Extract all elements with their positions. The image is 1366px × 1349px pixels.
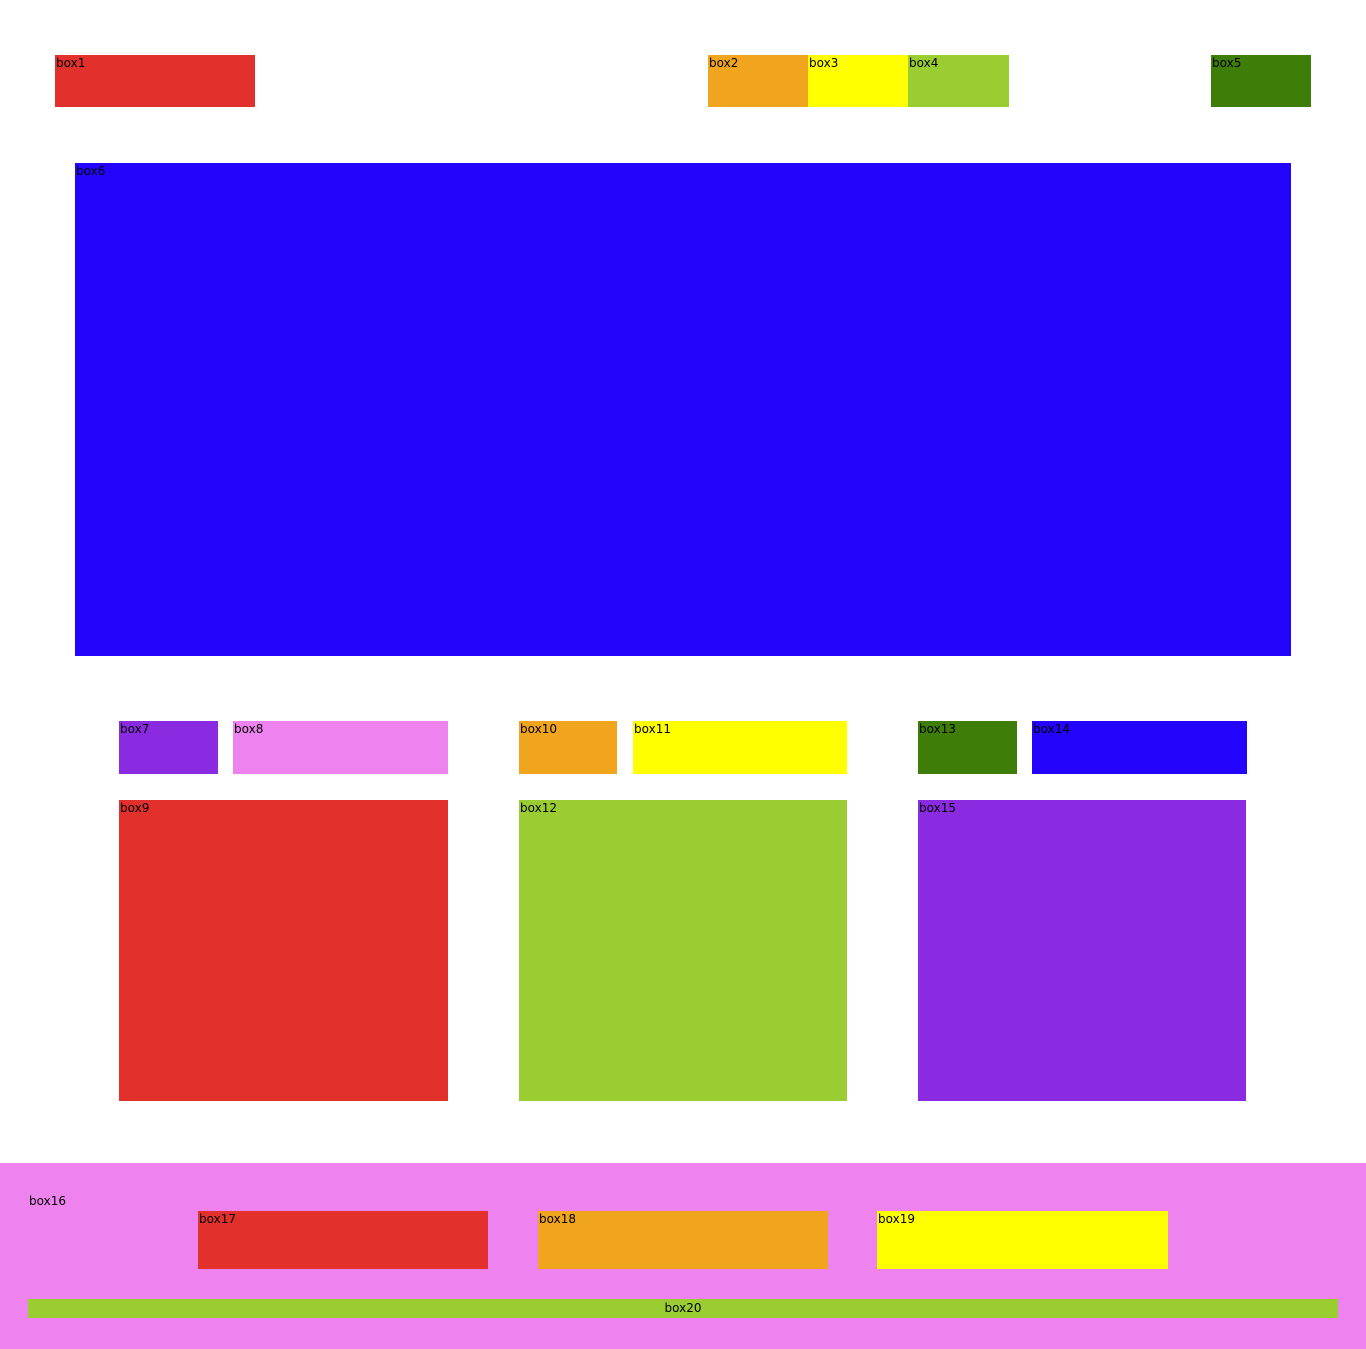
box15-label: box15: [919, 801, 956, 815]
box11-label: box11: [634, 722, 671, 736]
box16-label: box16: [29, 1194, 66, 1208]
box5: box5: [1211, 55, 1311, 107]
box9-label: box9: [120, 801, 150, 815]
box4: box4: [908, 55, 1009, 107]
box17: box17: [198, 1211, 488, 1269]
box1-label: box1: [56, 56, 86, 70]
box12-label: box12: [520, 801, 557, 815]
box19: box19: [877, 1211, 1168, 1269]
box6-label: box6: [76, 164, 106, 178]
box8: box8: [233, 721, 448, 774]
box20: box20: [28, 1299, 1338, 1318]
box2-label: box2: [709, 56, 739, 70]
box6: box6: [75, 163, 1291, 656]
box11: box11: [633, 721, 847, 774]
box4-label: box4: [909, 56, 939, 70]
box1: box1: [55, 55, 255, 107]
box7: box7: [119, 721, 218, 774]
box10-label: box10: [520, 722, 557, 736]
box13-label: box13: [919, 722, 956, 736]
box7-label: box7: [120, 722, 150, 736]
box10: box10: [519, 721, 617, 774]
box14-label: box14: [1033, 722, 1070, 736]
box2: box2: [708, 55, 808, 107]
box18: box18: [538, 1211, 828, 1269]
box17-label: box17: [199, 1212, 236, 1226]
box20-label: box20: [664, 1301, 702, 1315]
box14: box14: [1032, 721, 1247, 774]
box19-label: box19: [878, 1212, 915, 1226]
box15: box15: [918, 800, 1246, 1101]
box3-label: box3: [809, 56, 839, 70]
box9: box9: [119, 800, 448, 1101]
box18-label: box18: [539, 1212, 576, 1226]
box12: box12: [519, 800, 847, 1101]
box3: box3: [808, 55, 908, 107]
box8-label: box8: [234, 722, 264, 736]
box16: box16 box17 box18 box19 box20: [0, 1163, 1366, 1349]
box5-label: box5: [1212, 56, 1242, 70]
box13: box13: [918, 721, 1017, 774]
